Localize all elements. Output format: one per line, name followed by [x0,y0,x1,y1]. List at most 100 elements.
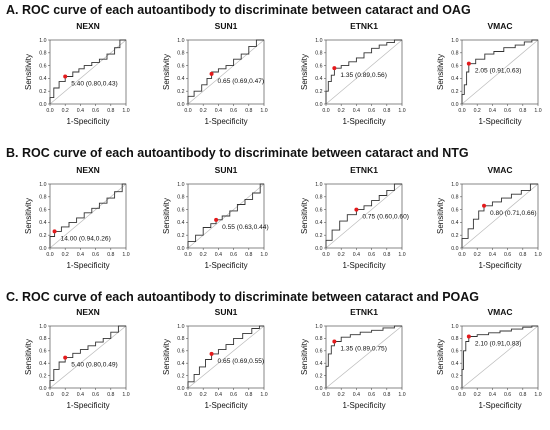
y-tick-label: 0.4 [451,76,458,82]
plot-frame [187,39,265,105]
x-tick-label: 1.0 [398,252,405,258]
roc-chart-b-vmac: VMAC 0.0 0.2 0.4 0.6 0.8 1.0 0.0 0.2 0.4 0.6 0.8 1.0… [436,165,542,270]
cutoff-point [482,203,487,208]
x-tick-label: 0.8 [383,108,390,114]
cutoff-point [332,339,337,344]
y-tick-label: 0.8 [315,51,322,57]
x-tick-label: 0.0 [458,392,465,398]
y-axis-label: Sensitivity [436,339,445,375]
y-tick-label: 0.8 [39,336,46,342]
y-tick-label: 0.0 [39,386,46,392]
y-tick-label: 0.4 [177,220,184,226]
x-tick-label: 0.4 [77,108,84,114]
x-tick-label: 1.0 [260,108,267,114]
y-axis-label: Sensitivity [162,198,171,234]
y-tick-label: 0.6 [315,63,322,69]
roc-curve-line [325,325,402,388]
x-tick-label: 0.0 [184,108,191,114]
x-axis-label: 1-Specificity [66,117,109,126]
plot-frame [187,183,265,249]
y-tick-label: 0.0 [177,246,184,252]
x-axis-label: 1-Specificity [478,261,521,270]
x-tick-label: 0.8 [107,108,114,114]
x-tick-label: 0.2 [338,392,345,398]
cutoff-annotation: 0.75 (0.60,0.60) [362,214,409,221]
roc-chart-c-nexn: NEXN 0.0 0.2 0.4 0.6 0.8 1.0 0.0 0.2 0.4 0.6 0.8 1.0… [24,307,130,410]
x-tick-label: 0.6 [368,108,375,114]
plot-frame [49,183,127,249]
plot-frame [187,325,265,389]
reference-diagonal [461,39,539,105]
section-a-title: A. ROC curve of each autoantibody to dis… [6,3,471,17]
x-tick-label: 0.2 [200,392,207,398]
chart-title: VMAC [487,165,512,175]
x-tick-label: 0.6 [368,392,375,398]
x-tick-label: 0.6 [230,252,237,258]
chart-title: ETNK1 [350,165,378,175]
reference-diagonal [325,183,403,249]
y-tick-label: 1.0 [39,182,46,188]
roc-chart-a-sun1: SUN1 0.0 0.2 0.4 0.6 0.8 1.0 0.0 0.2 0.4 0.6 0.8 1.0… [162,21,268,126]
y-tick-label: 0.0 [315,246,322,252]
x-axis-label: 1-Specificity [342,261,385,270]
x-tick-label: 0.0 [184,252,191,258]
y-tick-label: 0.6 [451,207,458,213]
x-axis-label: 1-Specificity [342,401,385,410]
roc-chart-c-sun1: SUN1 0.0 0.2 0.4 0.6 0.8 1.0 0.0 0.2 0.4 0.6 0.8 1.0… [162,307,268,410]
x-tick-label: 0.4 [77,252,84,258]
reference-diagonal [49,325,127,389]
x-tick-label: 1.0 [260,392,267,398]
y-axis-label: Sensitivity [436,54,445,90]
x-tick-label: 0.2 [62,252,69,258]
y-tick-label: 0.8 [39,51,46,57]
roc-curve-line [187,325,264,388]
x-tick-label: 0.0 [322,108,329,114]
plot-frame [461,39,539,105]
x-tick-label: 0.0 [46,252,53,258]
roc-curve-line [187,39,264,104]
y-tick-label: 0.4 [39,220,46,226]
cutoff-annotation: 5.40 (0.80,0.49) [71,362,118,369]
y-axis-label: Sensitivity [300,54,309,90]
cutoff-annotation: 2.10 (0.91,0.83) [475,341,522,348]
reference-diagonal [49,183,127,249]
x-axis-label: 1-Specificity [478,117,521,126]
x-tick-label: 0.2 [338,108,345,114]
cutoff-point [466,334,471,339]
y-tick-label: 1.0 [451,38,458,44]
cutoff-point [332,66,337,71]
y-tick-label: 0.0 [315,386,322,392]
reference-diagonal [187,325,265,389]
y-tick-label: 0.6 [39,207,46,213]
x-tick-label: 0.6 [504,252,511,258]
y-axis-label: Sensitivity [162,339,171,375]
plot-frame [461,183,539,249]
y-axis-label: Sensitivity [162,54,171,90]
y-tick-label: 1.0 [451,182,458,188]
x-tick-label: 1.0 [260,252,267,258]
roc-curve-line [49,325,126,388]
roc-curve-line [461,39,538,104]
cutoff-point [52,229,57,234]
roc-curve-line [187,183,264,248]
y-tick-label: 1.0 [315,38,322,44]
x-tick-label: 0.8 [245,252,252,258]
cutoff-annotation: 1.35 (0.89,0.56) [340,72,387,79]
x-tick-label: 0.6 [92,392,99,398]
cutoff-annotation: 0.55 (0.63,0.44) [222,224,269,231]
x-tick-label: 0.4 [215,108,222,114]
section-c-title: C. ROC curve of each autoantibody to dis… [6,290,480,304]
roc-curve-line [49,39,126,104]
y-tick-label: 0.4 [39,361,46,367]
y-tick-label: 0.0 [315,102,322,108]
roc-chart-a-vmac: VMAC 0.0 0.2 0.4 0.6 0.8 1.0 0.0 0.2 0.4 0.6 0.8 1.0… [436,21,542,126]
x-tick-label: 0.6 [92,108,99,114]
x-tick-label: 1.0 [534,252,541,258]
x-tick-label: 0.2 [200,252,207,258]
y-tick-label: 0.2 [177,373,184,379]
x-tick-label: 0.6 [504,392,511,398]
plot-frame [49,325,127,389]
cutoff-annotation: 14.00 (0.94,0.26) [61,235,111,242]
x-tick-label: 0.0 [322,252,329,258]
x-tick-label: 0.6 [230,392,237,398]
